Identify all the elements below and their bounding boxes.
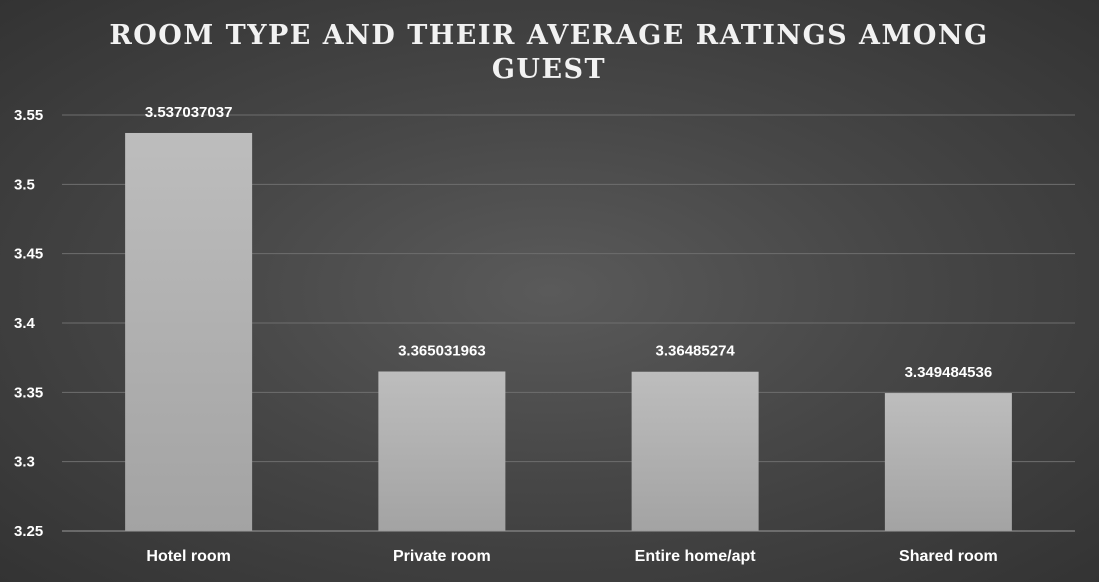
bar-value-label: 3.365031963 <box>398 342 486 359</box>
bar-shared-room <box>884 393 1012 531</box>
bar-value-label: 3.349484536 <box>905 364 993 381</box>
bars <box>125 132 1012 531</box>
y-tick-label: 3.45 <box>14 246 43 263</box>
x-category-label: Entire home/apt <box>635 548 757 565</box>
chart-title-line-1: ROOM TYPE AND THEIR AVERAGE RATINGS AMON… <box>109 20 988 51</box>
bar-value-label: 3.36485274 <box>656 343 736 360</box>
y-tick-label: 3.4 <box>14 315 36 332</box>
bar-private-room <box>378 371 506 531</box>
y-tick-label: 3.35 <box>14 384 43 401</box>
bar-entire-home-apt <box>631 371 759 531</box>
y-tick-label: 3.5 <box>14 176 35 193</box>
x-category-label: Private room <box>393 548 491 565</box>
bar-value-label: 3.537037037 <box>145 104 233 121</box>
y-tick-label: 3.55 <box>14 107 43 124</box>
labels: 3.25 3.3 3.35 3.4 3.45 3.5 3.55 3.537037037 Hote… <box>14 104 998 565</box>
x-category-label: Hotel room <box>146 548 230 565</box>
y-tick-label: 3.25 <box>14 523 43 540</box>
y-tick-label: 3.3 <box>14 454 35 471</box>
bar-hotel-room <box>125 132 253 531</box>
x-category-label: Shared room <box>899 548 998 565</box>
chart-title-line-2: GUEST <box>492 54 606 85</box>
